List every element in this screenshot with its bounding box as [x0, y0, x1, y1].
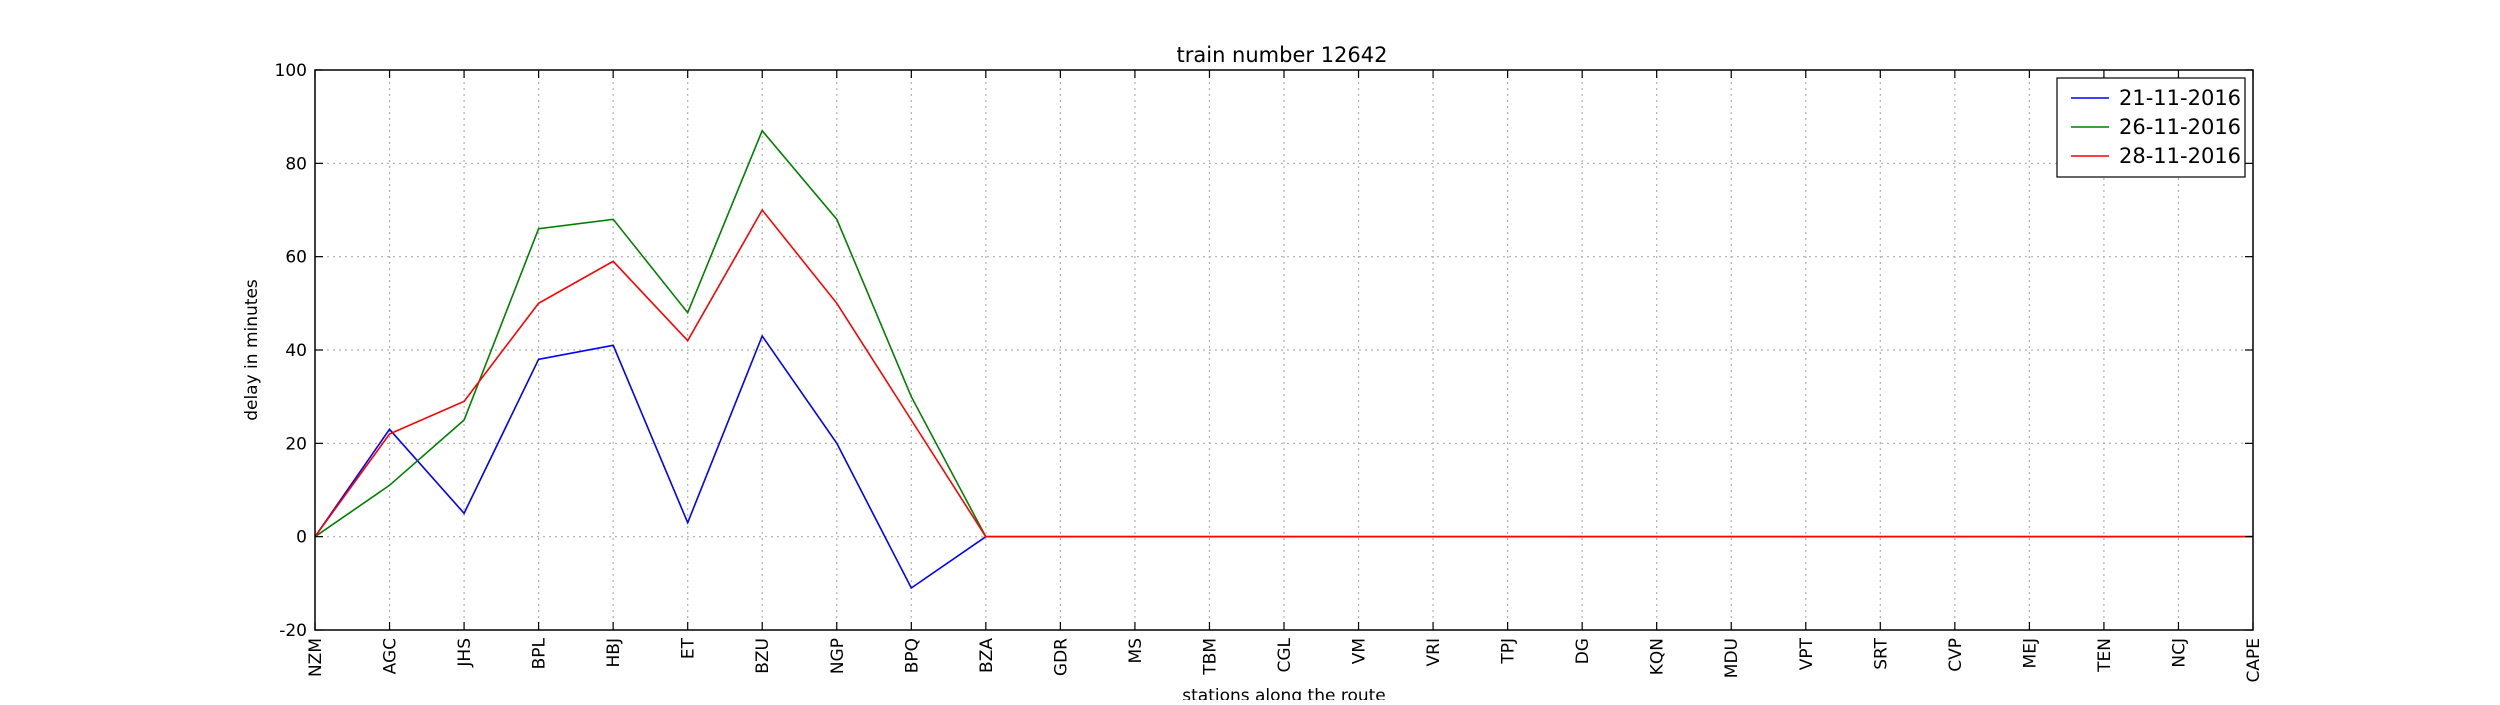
y-tick-label: 20 [285, 434, 307, 454]
legend-label: 21-11-2016 [2119, 86, 2241, 110]
x-tick-label: CAPE [2244, 638, 2264, 683]
y-tick-label: 100 [275, 61, 307, 81]
x-tick-label: VPT [1797, 637, 1817, 670]
x-tick-label: NZM [306, 638, 326, 677]
x-tick-label: VM [1350, 638, 1370, 664]
x-tick-label: HBJ [604, 638, 624, 667]
ticks-layer [314, 69, 2254, 631]
grid-layer [315, 70, 2253, 630]
x-tick-label: GDR [1051, 638, 1071, 676]
series-layer [314, 129, 2253, 590]
x-tick-label: AGC [381, 638, 401, 674]
x-tick-label: TBM [1200, 638, 1220, 676]
x-tick-label: NCJ [2169, 638, 2189, 668]
x-tick-label: BPL [530, 637, 550, 669]
y-axis-label: delay in minutes [242, 279, 262, 421]
legend-label: 28-11-2016 [2119, 144, 2241, 168]
legend: 21-11-2016 26-11-2016 28-11-2016 [2056, 77, 2246, 178]
y-tick-label: -20 [279, 621, 307, 641]
x-tick-label: ET [679, 637, 699, 659]
x-tick-labels: NZM AGC JHS BPL HBJ ET BZU NGP BPQ BZA GDR MS TBM CGL… [306, 637, 2264, 682]
x-tick-label: JHS [455, 638, 475, 668]
x-tick-label: CGL [1275, 637, 1295, 672]
x-axis-label: stations along the route [1182, 686, 1386, 700]
x-tick-label: BPQ [902, 638, 922, 673]
legend-label: 26-11-2016 [2119, 115, 2241, 139]
x-tick-label: CVP [1946, 638, 1966, 672]
x-tick-label: MEJ [2020, 638, 2040, 668]
x-tick-label: DG [1573, 638, 1593, 664]
y-tick-label: 60 [285, 248, 307, 268]
x-tick-label: TPJ [1499, 638, 1519, 665]
x-tick-label: TEN [2095, 638, 2115, 673]
x-tick-label: KQN [1648, 638, 1668, 675]
x-tick-label: MS [1126, 638, 1146, 663]
x-tick-label: BZU [753, 638, 773, 674]
y-tick-label: 80 [285, 154, 307, 174]
x-tick-label: SRT [1871, 637, 1891, 669]
x-tick-label: NGP [828, 638, 848, 674]
y-tick-label: 0 [296, 528, 307, 548]
y-tick-label: 40 [285, 341, 307, 361]
x-tick-label: VRI [1424, 638, 1444, 666]
x-tick-label: BZA [977, 638, 997, 673]
x-tick-label: MDU [1722, 638, 1742, 678]
chart-title: train number 12642 [1177, 43, 1388, 67]
series-line [314, 208, 2253, 538]
y-tick-labels: -20 0 20 40 60 80 100 [275, 61, 307, 641]
